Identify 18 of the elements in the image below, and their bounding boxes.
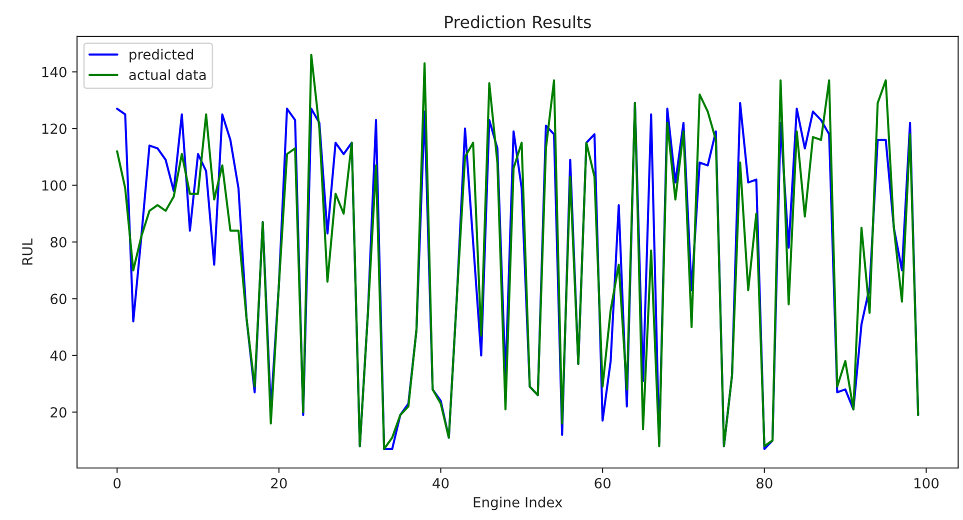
x-tick-label: 40	[432, 478, 449, 488]
y-tick-label: 20	[50, 407, 66, 418]
chart-title: Prediction Results	[445, 15, 591, 28]
y-axis-title: RUL	[22, 238, 33, 265]
y-tick-label: 100	[42, 180, 66, 191]
legend-label: actual data	[129, 69, 206, 80]
x-tick-label: 100	[914, 478, 939, 488]
x-axis-title: Engine Index	[474, 496, 562, 510]
x-tick-label: 60	[594, 478, 610, 488]
y-tick-label: 40	[50, 350, 66, 361]
y-tick-label: 140	[42, 66, 66, 78]
y-tick-label: 80	[50, 236, 66, 248]
y-tick-label: 60	[50, 294, 66, 304]
y-tick-label: 120	[42, 124, 66, 134]
x-tick-label: 20	[271, 478, 287, 488]
legend-label: predicted	[130, 48, 194, 62]
x-tick-label: 80	[756, 478, 772, 488]
x-tick-label: 0	[114, 478, 121, 488]
